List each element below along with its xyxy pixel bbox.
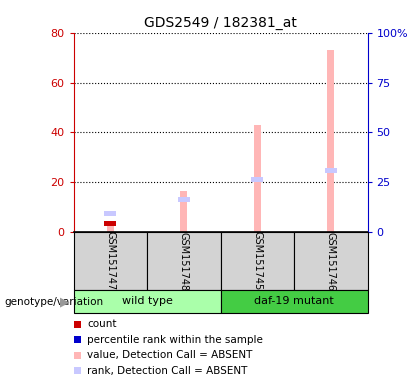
Text: ▶: ▶ (60, 296, 70, 309)
Text: GSM151747: GSM151747 (105, 232, 115, 291)
Text: daf-19 mutant: daf-19 mutant (254, 296, 334, 306)
Bar (220, 232, 294, 290)
Bar (74, 232, 147, 290)
Bar (327, 50, 334, 232)
Text: wild type: wild type (121, 296, 173, 306)
Text: genotype/variation: genotype/variation (4, 297, 103, 307)
Text: GSM151748: GSM151748 (179, 232, 189, 291)
Text: count: count (87, 319, 117, 329)
Bar (220, 290, 368, 313)
Bar (325, 168, 337, 173)
Bar (294, 232, 368, 290)
Text: value, Detection Call = ABSENT: value, Detection Call = ABSENT (87, 350, 253, 360)
Title: GDS2549 / 182381_at: GDS2549 / 182381_at (144, 16, 297, 30)
Bar (105, 221, 116, 226)
Bar (105, 211, 116, 215)
Text: GSM151746: GSM151746 (326, 232, 336, 291)
Bar (180, 191, 187, 232)
Bar (74, 290, 220, 313)
Bar (178, 197, 190, 202)
Text: percentile rank within the sample: percentile rank within the sample (87, 335, 263, 345)
Bar (254, 125, 261, 232)
Text: GSM151745: GSM151745 (252, 232, 262, 291)
Text: rank, Detection Call = ABSENT: rank, Detection Call = ABSENT (87, 366, 248, 376)
Bar (252, 177, 263, 182)
Bar (147, 232, 220, 290)
Bar (107, 222, 114, 232)
